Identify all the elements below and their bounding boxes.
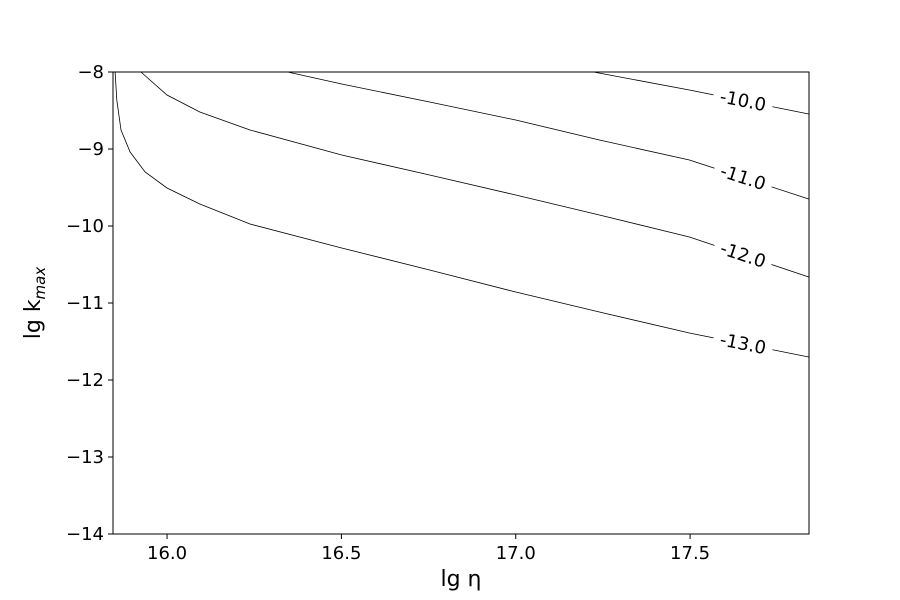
contour-label-background [711, 158, 775, 197]
contour-label: -10.0 [718, 86, 768, 116]
contour-label-group: -11.0 [711, 158, 775, 197]
y-tick-label: −9 [77, 139, 104, 160]
x-tick-label: 16.0 [147, 543, 187, 564]
y-axis-label: lg kmax [21, 267, 49, 340]
contour-lines [114, 71, 809, 358]
y-tick-label: −14 [66, 524, 104, 545]
y-axis-label-main: lg k [21, 299, 46, 339]
contour-label-background [711, 85, 775, 117]
y-axis-label-subscript: max [31, 267, 49, 300]
contour-label-background [711, 328, 775, 360]
y-tick-label: −12 [66, 370, 104, 391]
contour-line [114, 71, 809, 358]
contour-label-group: -10.0 [711, 85, 775, 117]
y-tick-label: −13 [66, 447, 104, 468]
contour-label: -13.0 [718, 329, 768, 359]
contour-label: -11.0 [717, 161, 768, 195]
contour-label: -12.0 [717, 238, 768, 273]
contour-label-background [711, 235, 775, 274]
x-tick-label: 16.5 [321, 543, 361, 564]
contour-label-group: -12.0 [711, 235, 775, 274]
contour-line [287, 71, 809, 200]
y-tick-label: −10 [66, 216, 104, 237]
contour-line [140, 71, 809, 278]
y-tick-label: −11 [66, 293, 104, 314]
plot-frame [112, 71, 810, 535]
y-tick-label: −8 [77, 62, 104, 83]
x-axis-label: lg η [440, 567, 481, 592]
x-tick-label: 17.0 [496, 543, 536, 564]
contour-label-group: -13.0 [711, 328, 775, 360]
x-tick-label: 17.5 [670, 543, 710, 564]
contour-line [593, 71, 809, 115]
